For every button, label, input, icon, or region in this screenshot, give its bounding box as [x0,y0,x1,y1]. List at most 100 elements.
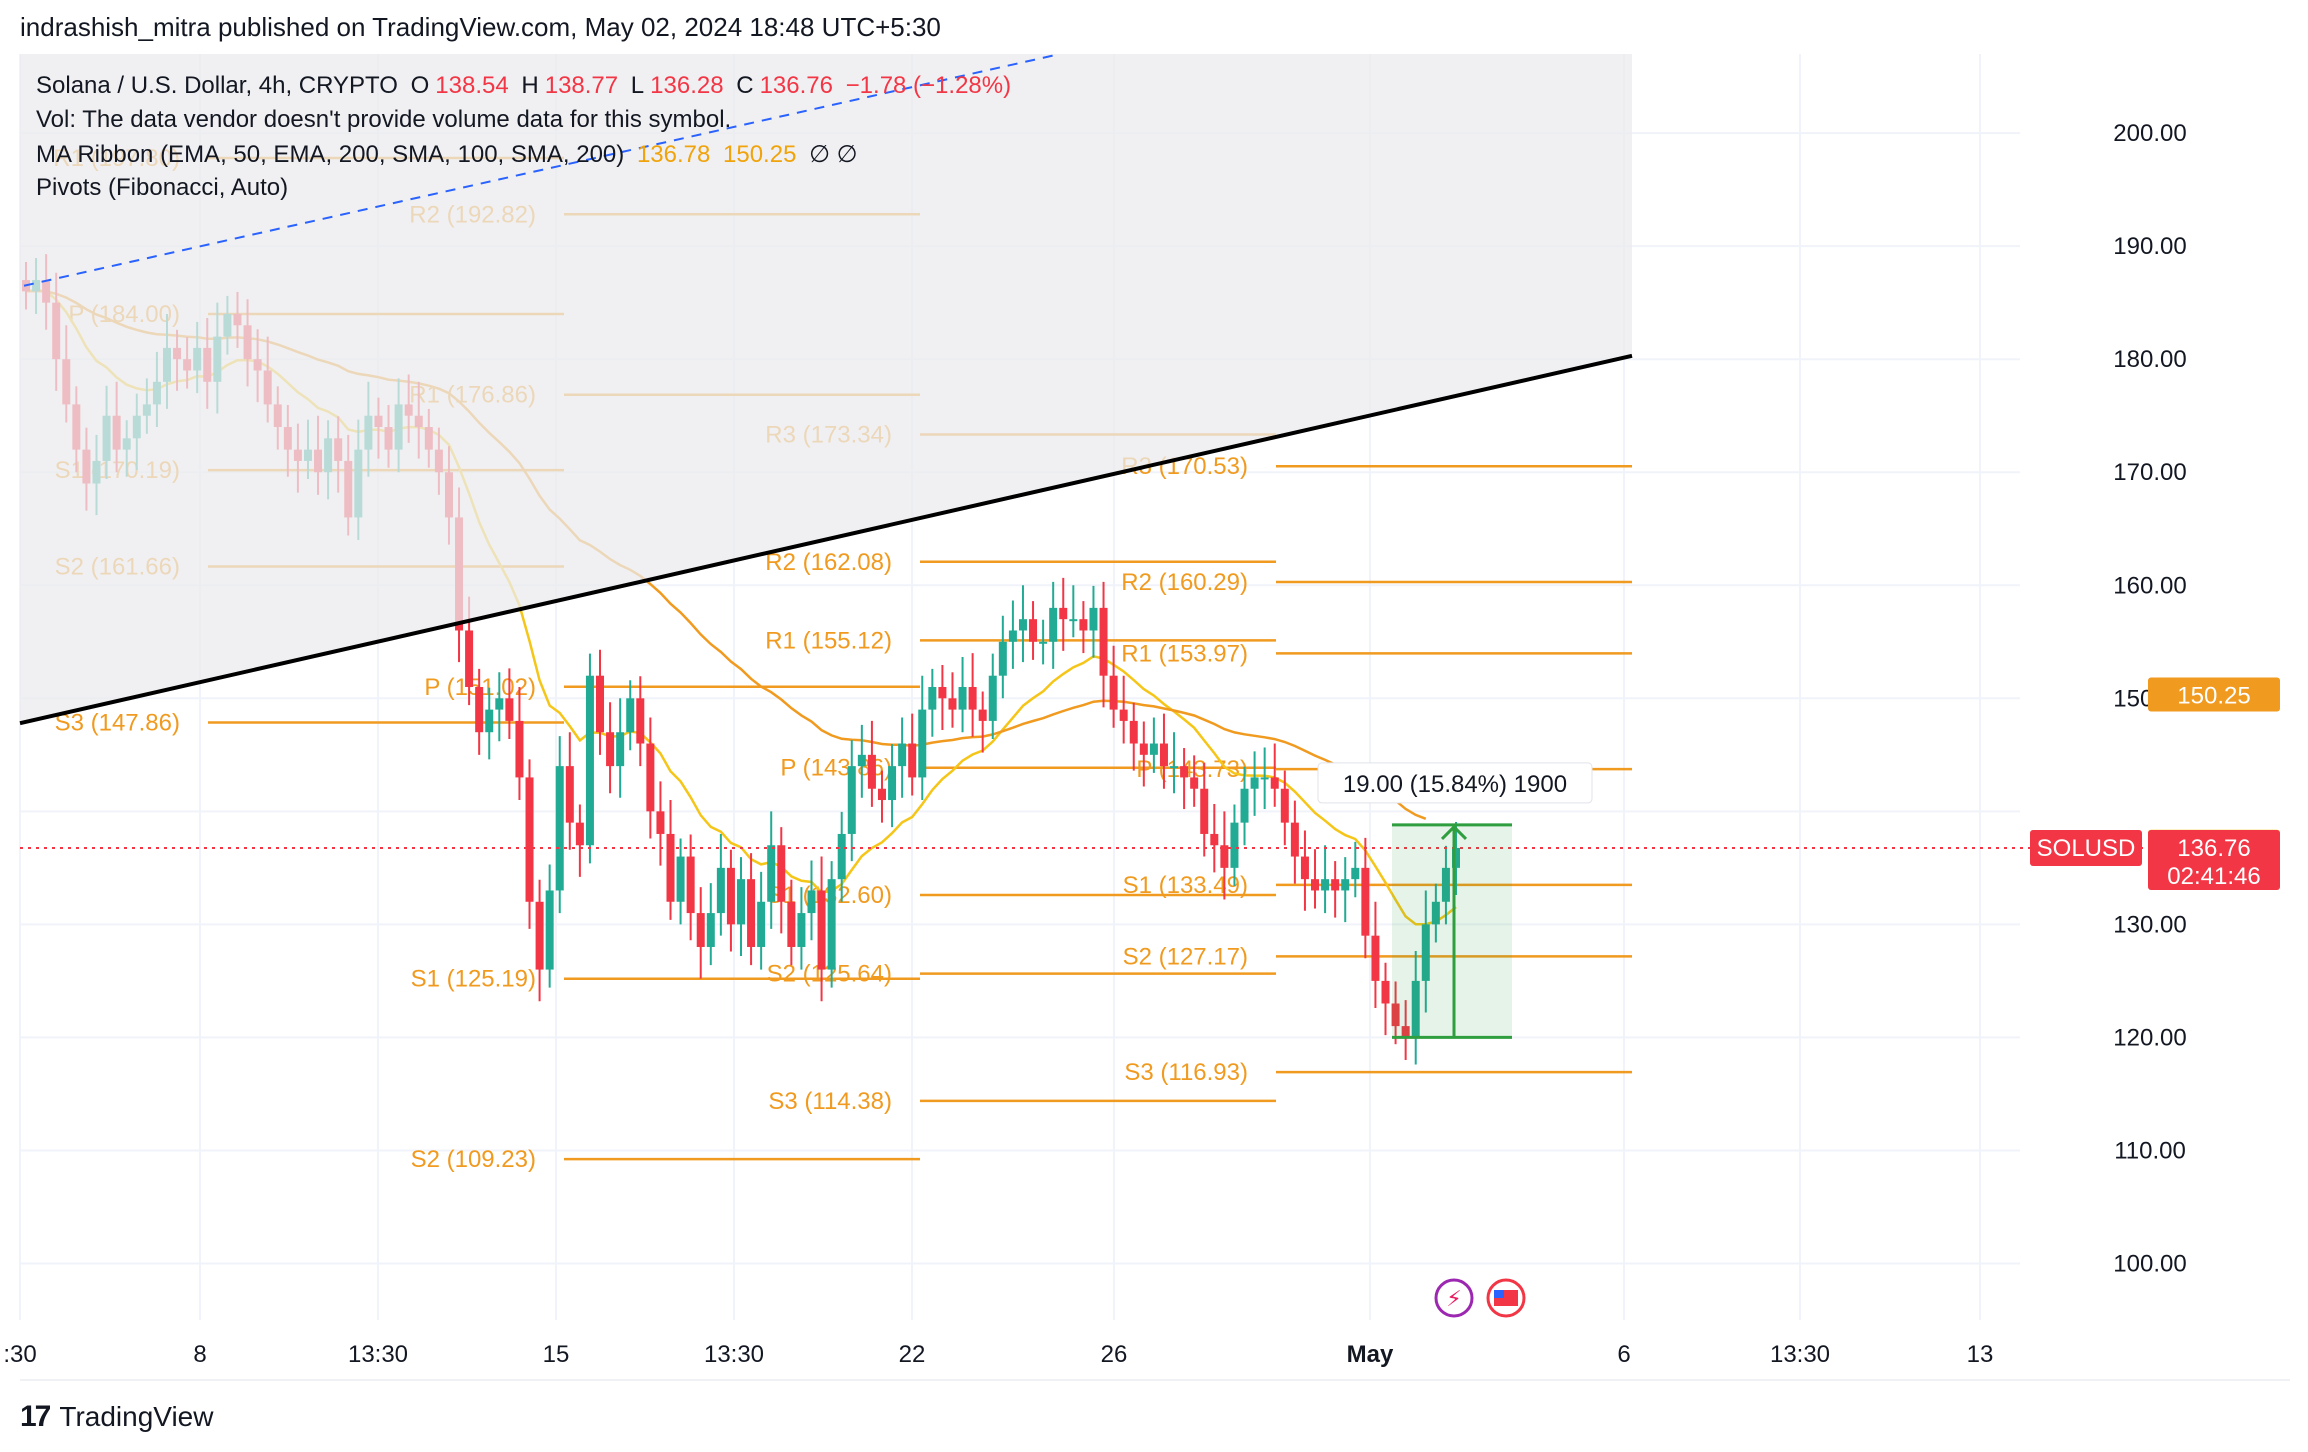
candle-body [1452,847,1460,868]
time-tick: 26 [1101,1341,1128,1368]
dashed-channel-line [23,53,1061,287]
legend-low: 136.28 [650,72,724,99]
price-tag-label: 136.76 [2177,835,2250,862]
legend-high: 138.77 [544,72,619,99]
legend-low-label: L [630,72,645,99]
time-tick: May [1347,1341,1394,1368]
pivot-label: R2 (160.29) [1121,569,1248,596]
candle-body [827,879,836,970]
candle-body [797,913,806,947]
candle-body [1190,777,1199,789]
trendline [19,353,1633,726]
candle-body [515,720,524,778]
candle-body [928,687,937,710]
pivot-label: R1 (155.12) [765,627,892,654]
candle-body [1200,788,1209,834]
time-tick: 8 [193,1341,206,1368]
candle-body [726,867,735,925]
candle-body [787,901,796,947]
price-tag-label: 150.25 [2177,682,2250,709]
candle-body [676,856,685,902]
candle-body [616,732,625,767]
range-arrow-head [1440,824,1468,840]
candle-body [1441,867,1450,902]
candle-body [988,675,997,721]
candle-body [1149,743,1158,755]
time-tick: :30 [3,1341,36,1368]
candle-body [1401,1026,1410,1038]
candle-body [1039,641,1048,644]
pivot-label: S3 (147.86) [55,709,180,736]
time-tick: 13:30 [1770,1341,1830,1368]
candle-body [837,833,846,880]
candle-body [857,754,866,767]
candle-body [485,709,494,733]
candle-body [1230,822,1239,868]
candle-body [686,856,695,914]
candle-body [968,687,977,710]
candle-body [1260,777,1269,780]
legend-open: 138.54 [435,72,509,99]
candle-body [757,901,766,947]
price-tick: 160.00 [2113,572,2186,599]
candle-body [1059,607,1068,620]
legend-symbol-row: Solana / U.S. Dollar, 4h, CRYPTO O 138.54… [36,72,1017,100]
price-tick: 180.00 [2113,346,2186,373]
candle-body [737,879,745,925]
us-flag-canton [1494,1290,1504,1298]
candle-body [1321,879,1330,891]
price-tick: 200.00 [2113,120,2186,147]
candle-body [898,743,907,767]
pivot-label: S1 (125.19) [411,966,536,993]
price-tick: 170.00 [2113,459,2186,486]
candle-body [585,675,594,846]
candle-body [465,630,474,687]
footer-brand[interactable]: 17 TradingView [20,1400,213,1434]
candle-body [807,890,816,914]
pivot-label: S1 (133.49) [1123,872,1248,899]
candle-body [1290,822,1299,857]
candle-body [938,687,947,699]
countdown-label: 02:41:46 [2167,863,2260,890]
candle-body [1008,630,1017,642]
candle-body [998,641,1007,676]
time-tick: 22 [899,1341,926,1368]
time-tick: 13:30 [704,1341,764,1368]
candle-body [767,845,776,902]
price-tick: 100.00 [2113,1250,2186,1277]
legend-symbol: Solana / U.S. Dollar, 4h, CRYPTO [36,72,398,99]
candle-body [565,766,574,823]
lightning-icon [1434,1278,1474,1318]
candle-body [575,822,584,846]
candle-body [1351,867,1360,880]
candle-body [1220,845,1229,868]
legend-high-label: H [521,72,539,99]
symbol-tag-label: SOLUSD [2037,835,2136,862]
candle-body [1119,709,1128,721]
candle-body [1129,720,1138,744]
legend-volume: Vol: The data vendor doesn't provide vol… [36,106,732,133]
candle-body [1311,879,1320,891]
legend-ribbon-val1: 136.78 [636,141,711,168]
candle-body [1159,743,1168,767]
range-label-box [1317,762,1593,804]
candle-body [1270,777,1279,789]
legend-pivots: Pivots (Fibonacci, Auto) [36,174,289,201]
candle-body [948,698,957,710]
pivot-label: R2 (162.08) [765,549,892,576]
candle-body [1381,980,1390,1004]
candle-body [535,901,544,970]
candle-body [545,890,554,970]
range-measure: 19.00 (15.84%) 1900 [1317,762,1593,1039]
pivot-label: R1 (153.97) [1121,640,1248,667]
candle-body [908,743,917,778]
event-icons: ⚡ [1434,1278,1526,1318]
price-tick: 110.00 [2114,1137,2186,1164]
legend-ribbon-na: ∅ ∅ [809,141,858,168]
time-tick: 6 [1617,1341,1630,1368]
candle-body [1109,675,1118,710]
candle-body [1250,777,1259,789]
candle-body [1069,619,1078,622]
candle-body [606,732,615,767]
